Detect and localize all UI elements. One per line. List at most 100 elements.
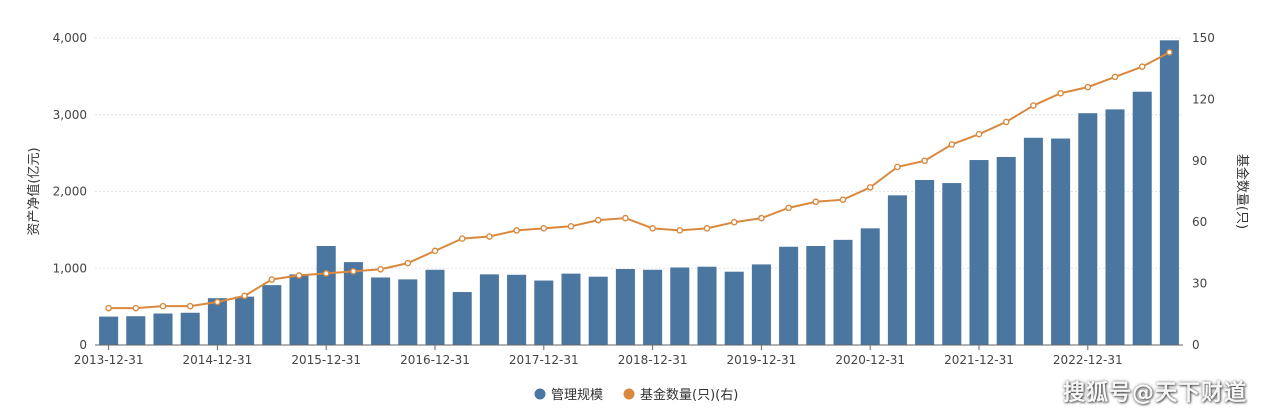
series-line — [108, 51, 1170, 310]
bar — [126, 316, 146, 345]
line-point — [1166, 49, 1173, 56]
line-point — [1057, 89, 1064, 97]
x-tick-label: 2017-12-31 — [509, 353, 579, 367]
line-point — [1111, 73, 1119, 81]
line-point — [567, 222, 575, 230]
line-point — [676, 227, 684, 234]
bar — [833, 239, 853, 345]
legend: 管理规模 基金数量(只)(右) — [534, 387, 738, 403]
line-point — [839, 196, 847, 203]
y-right-tick-label: 60 — [1192, 215, 1207, 229]
y-left-tick-label: 4,000 — [53, 31, 87, 45]
x-tick-label: 2016-12-31 — [400, 353, 470, 367]
line-point — [1138, 63, 1146, 70]
bar — [860, 228, 880, 345]
watermark-text: 搜狐号@天下财道 — [1062, 381, 1247, 406]
line-point — [404, 259, 412, 267]
y-right-tick-label: 0 — [1192, 338, 1200, 352]
bar — [588, 276, 608, 345]
bar — [180, 312, 200, 345]
bar — [806, 245, 826, 345]
line-point — [295, 272, 303, 279]
x-tick-label: 2014-12-31 — [183, 353, 253, 367]
bar — [452, 292, 472, 345]
line-point — [703, 225, 711, 232]
line-point — [458, 235, 466, 242]
y-left-axis-title: 资产净值(亿元) — [26, 147, 42, 235]
bar — [1105, 109, 1125, 345]
legend-marker — [534, 388, 546, 400]
line-point — [894, 163, 901, 171]
line-point — [486, 233, 493, 240]
bar — [343, 262, 363, 345]
bar — [887, 195, 907, 345]
y-left-tick-label: 3,000 — [53, 108, 87, 122]
y-right-tick-label: 120 — [1192, 92, 1215, 106]
x-tick-label: 2015-12-31 — [291, 353, 361, 367]
line-point — [513, 227, 520, 234]
legend-label: 管理规模 — [551, 388, 603, 403]
bar — [942, 183, 962, 345]
line-point — [214, 298, 221, 306]
bar — [615, 269, 635, 345]
y-right-tick-label: 150 — [1192, 31, 1215, 45]
line-point — [241, 292, 248, 300]
x-tick-label: 2021-12-31 — [944, 353, 1014, 367]
line-point — [758, 214, 765, 222]
x-tick-label: 2019-12-31 — [727, 353, 797, 367]
line-point — [649, 225, 656, 232]
bar — [235, 296, 255, 345]
line-point — [431, 247, 439, 255]
line-point — [268, 276, 276, 283]
bar — [371, 277, 391, 345]
bar — [1051, 138, 1071, 345]
line-point — [1002, 118, 1010, 126]
gridlines — [95, 37, 1183, 269]
bar — [1159, 40, 1179, 346]
line-point — [159, 302, 167, 310]
bar — [1132, 91, 1152, 345]
line-point — [622, 214, 629, 222]
bar — [262, 285, 282, 345]
axes: 2013-12-31 2014-12-31 2015-12-31 2016-12-31… — [26, 31, 1250, 367]
bar — [670, 267, 690, 345]
bar — [207, 298, 227, 345]
bar — [779, 246, 799, 345]
bar — [398, 279, 418, 345]
bar — [697, 266, 717, 345]
bar-series-management-scale — [99, 40, 1179, 346]
line-series-fund-count — [105, 49, 1173, 312]
x-tick-label: 2020-12-31 — [835, 353, 905, 367]
y-right-tick-label: 90 — [1192, 154, 1207, 168]
line-point — [1030, 102, 1037, 109]
line-point — [540, 225, 548, 232]
line-point — [975, 130, 983, 138]
bar — [996, 156, 1016, 345]
bar — [479, 274, 499, 345]
y-right-tick-label: 30 — [1192, 277, 1207, 291]
y-right-axis-title: 基金数量(只) — [1234, 154, 1250, 229]
bar — [561, 273, 581, 345]
line-point — [594, 216, 602, 224]
x-tick-label: 2022-12-31 — [1053, 353, 1123, 367]
y-left-tick-label: 1,000 — [53, 261, 87, 275]
bar — [724, 271, 744, 345]
bar — [751, 264, 771, 345]
legend-label: 基金数量(只)(右) — [640, 387, 738, 403]
y-left-tick-label: 0 — [79, 338, 87, 352]
y-left-tick-label: 2,000 — [53, 185, 87, 199]
x-tick-label: 2018-12-31 — [618, 353, 688, 367]
line-point — [186, 302, 194, 310]
x-tick-label: 2013-12-31 — [74, 353, 144, 367]
bar — [643, 269, 663, 345]
bar — [969, 160, 989, 345]
line-point — [132, 304, 140, 312]
bar — [153, 313, 173, 345]
bar — [1023, 137, 1043, 345]
line-point — [921, 157, 928, 165]
line-point — [350, 268, 357, 275]
legend-marker — [623, 388, 635, 400]
bar — [915, 179, 935, 345]
line-point — [730, 218, 738, 226]
